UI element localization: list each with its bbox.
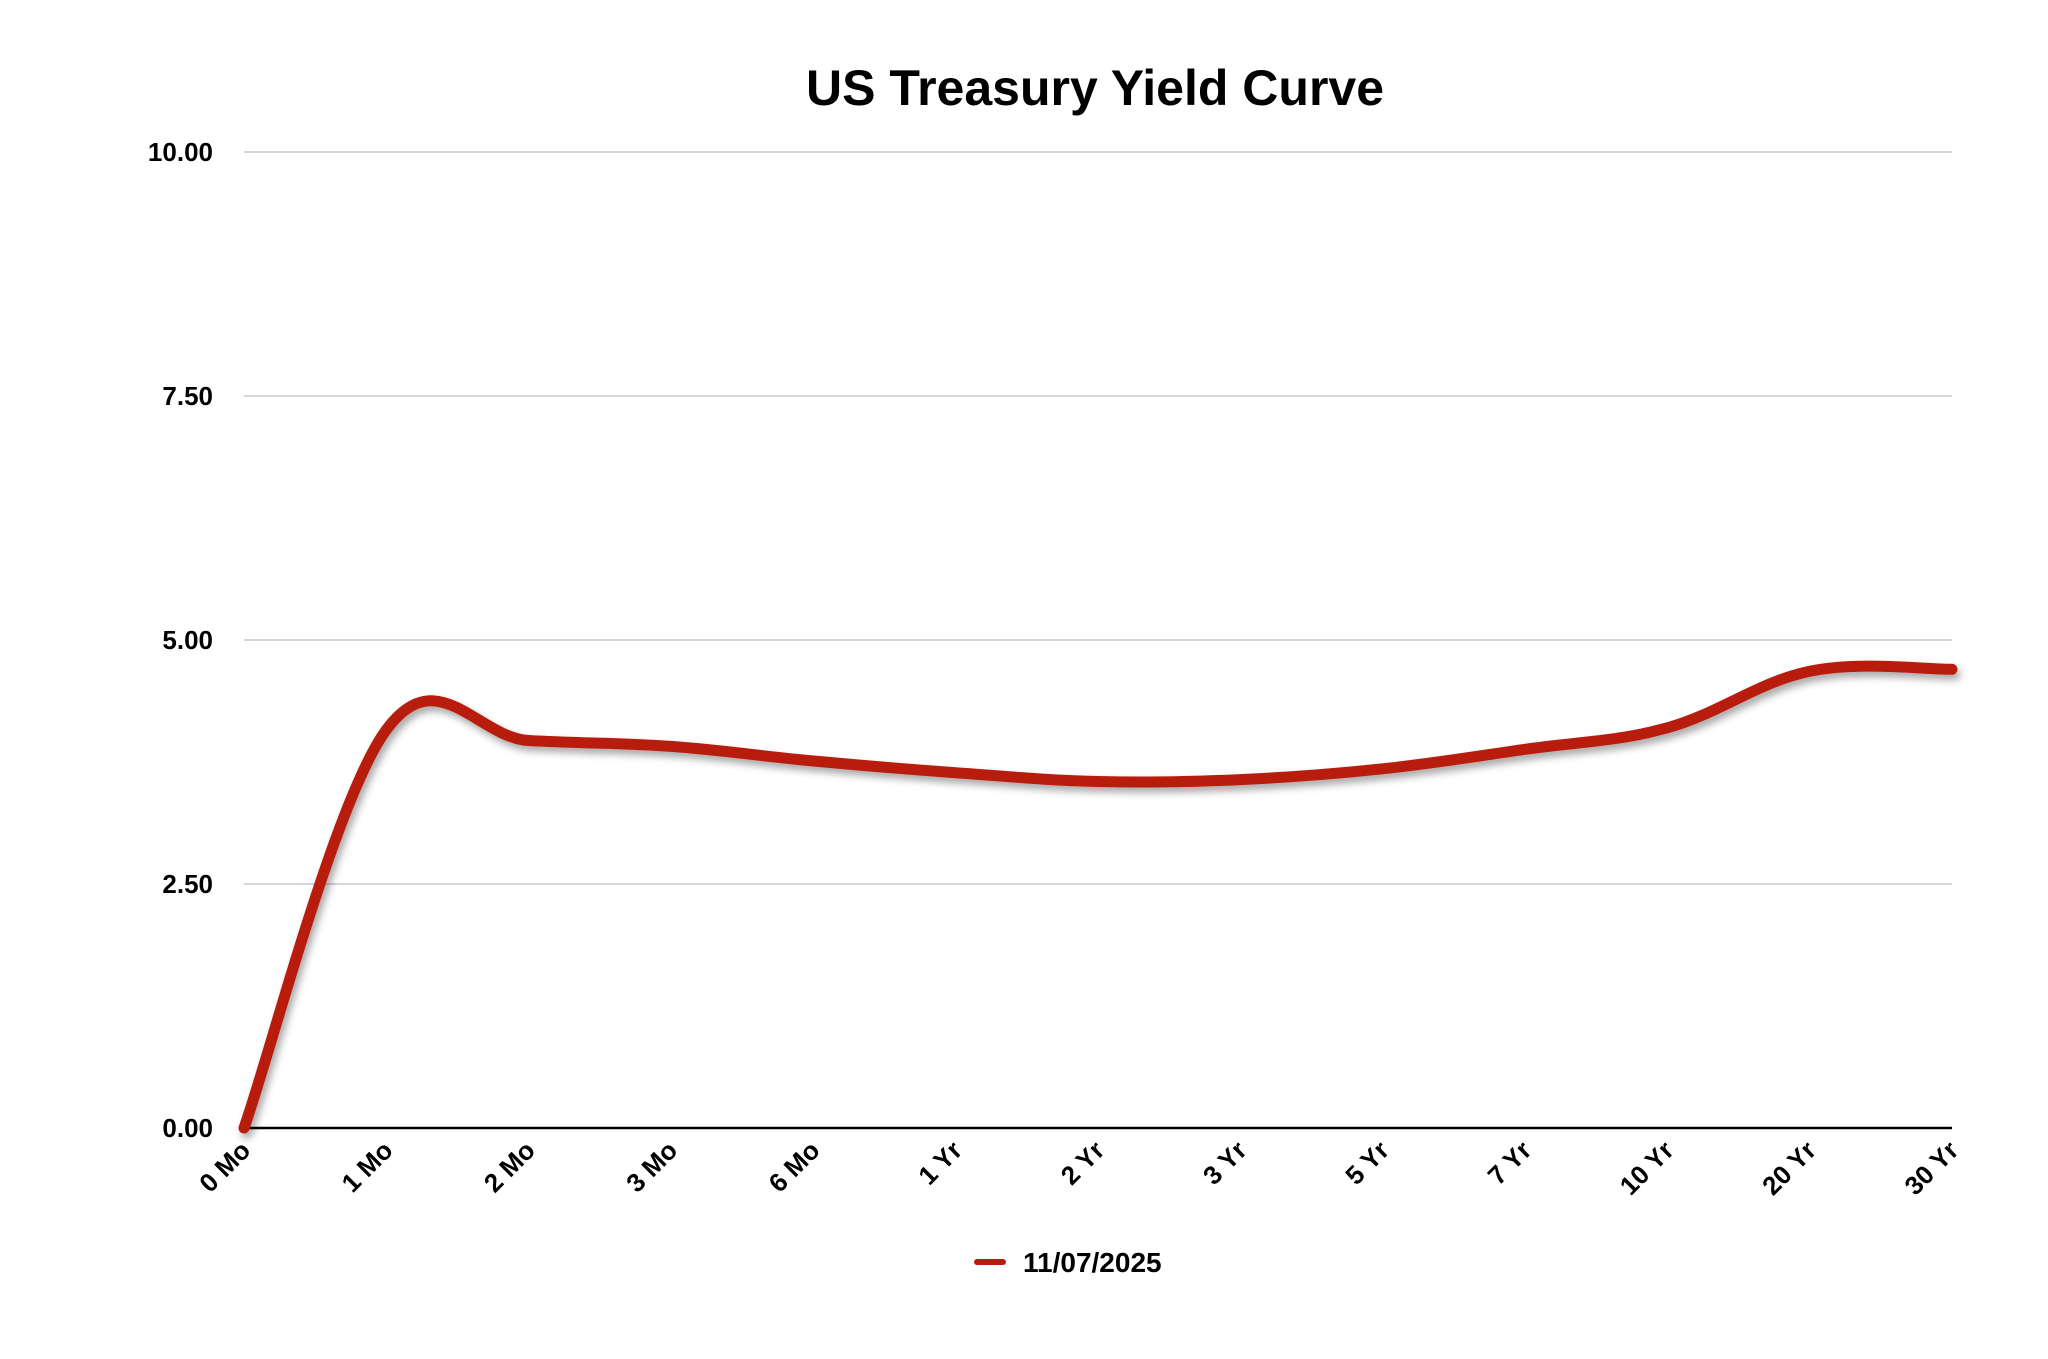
x-axis-ticks: 0 Mo 1 Mo 2 Mo 3 Mo 6 Mo 1 Yr 2 Yr 3 Yr 5 Yr 7 Yr… [193,1135,1964,1201]
y-axis-ticks: 0.00 2.50 5.00 7.50 10.00 [148,137,213,1143]
x-tick-label: 10 Yr [1614,1135,1680,1201]
y-tick-label: 10.00 [148,137,213,167]
gridlines [244,151,1952,885]
legend-label: 11/07/2025 [1023,1247,1162,1278]
series-lines [238,660,1958,1134]
legend: 11/07/2025 [974,1247,1162,1278]
x-tick-label: 2 Mo [478,1135,541,1198]
x-tick-label: 2 Yr [1055,1135,1111,1191]
y-tick-label: 2.50 [162,869,213,899]
x-tick-label: 6 Mo [762,1135,825,1198]
x-tick-label: 1 Yr [912,1135,968,1191]
chart-title: US Treasury Yield Curve [806,60,1384,116]
x-tick-label: 0 Mo [193,1135,256,1198]
x-tick-label: 30 Yr [1898,1135,1964,1201]
x-tick-label: 7 Yr [1482,1135,1538,1191]
y-tick-label: 7.50 [162,381,213,411]
x-tick-label: 3 Yr [1197,1135,1253,1191]
series-line [238,660,1958,1134]
x-tick-label: 1 Mo [335,1135,398,1198]
x-tick-label: 3 Mo [620,1135,683,1198]
x-tick-label: 20 Yr [1756,1135,1822,1201]
x-tick-label: 5 Yr [1339,1135,1395,1191]
y-tick-label: 0.00 [162,1113,213,1143]
y-tick-label: 5.00 [162,625,213,655]
